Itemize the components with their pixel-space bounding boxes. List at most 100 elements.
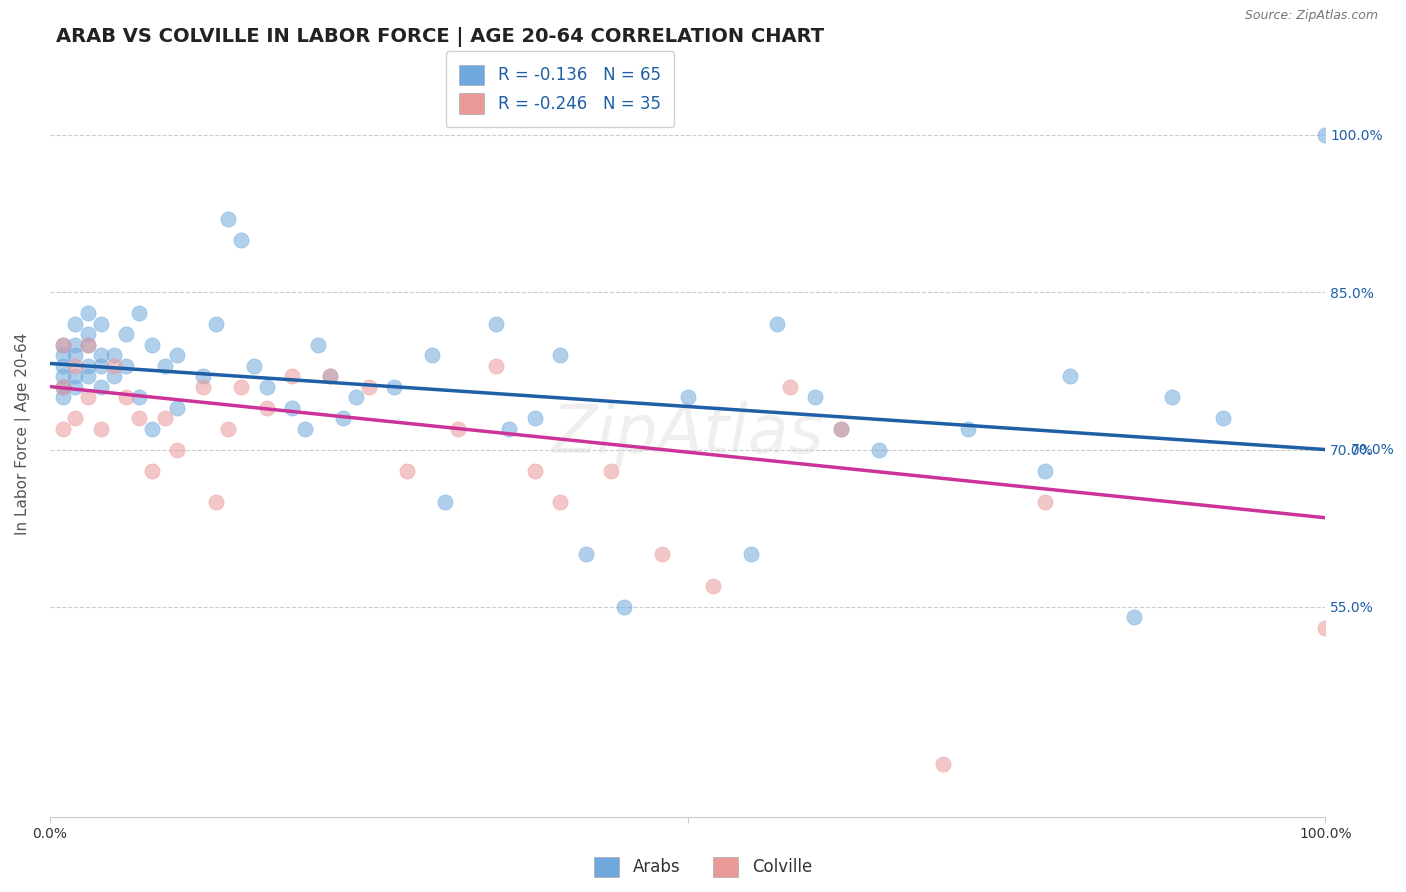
Point [1161, 390, 1184, 404]
Text: ARAB VS COLVILLE IN LABOR FORCE | AGE 20-64 CORRELATION CHART: ARAB VS COLVILLE IN LABOR FORCE | AGE 20… [56, 27, 824, 46]
Point [294, 421, 316, 435]
Point [77, 369, 100, 384]
Point [434, 495, 457, 509]
Point [51, 359, 73, 373]
Point [90, 421, 112, 435]
Point [307, 337, 329, 351]
Point [153, 411, 176, 425]
Point [229, 233, 252, 247]
Point [344, 390, 367, 404]
Point [51, 379, 73, 393]
Point [229, 379, 252, 393]
Point [243, 359, 266, 373]
Point [90, 317, 112, 331]
Point [141, 421, 163, 435]
Point [804, 390, 827, 404]
Point [600, 463, 623, 477]
Point [498, 421, 520, 435]
Point [1059, 369, 1081, 384]
Point [65, 317, 87, 331]
Point [51, 337, 73, 351]
Point [779, 379, 801, 393]
Text: ZipAtlas: ZipAtlas [551, 401, 824, 467]
Point [830, 421, 852, 435]
Point [574, 548, 596, 562]
Point [1315, 621, 1337, 635]
Point [204, 317, 226, 331]
Point [1212, 411, 1234, 425]
Point [485, 317, 508, 331]
Point [204, 495, 226, 509]
Point [77, 306, 100, 320]
Point [868, 442, 890, 457]
Point [51, 369, 73, 384]
Point [523, 411, 546, 425]
Point [548, 348, 571, 362]
Point [830, 421, 852, 435]
Point [128, 390, 150, 404]
Legend: Arabs, Colville: Arabs, Colville [588, 850, 818, 884]
Point [1033, 463, 1056, 477]
Point [77, 327, 100, 342]
Point [77, 337, 100, 351]
Point [613, 599, 636, 614]
Point [90, 348, 112, 362]
Point [128, 411, 150, 425]
Point [166, 401, 188, 415]
Point [65, 337, 87, 351]
Point [65, 411, 87, 425]
Text: Source: ZipAtlas.com: Source: ZipAtlas.com [1244, 9, 1378, 22]
Point [217, 211, 239, 226]
Point [1315, 128, 1337, 142]
Point [103, 359, 125, 373]
Point [256, 401, 278, 415]
Point [332, 411, 354, 425]
Point [141, 463, 163, 477]
Point [90, 359, 112, 373]
Point [103, 369, 125, 384]
Point [65, 359, 87, 373]
Point [319, 369, 342, 384]
Point [281, 369, 304, 384]
Point [217, 421, 239, 435]
Point [1033, 495, 1056, 509]
Legend: R = -0.136   N = 65, R = -0.246   N = 35: R = -0.136 N = 65, R = -0.246 N = 35 [446, 52, 673, 127]
Point [357, 379, 380, 393]
Y-axis label: In Labor Force | Age 20-64: In Labor Force | Age 20-64 [15, 333, 31, 535]
Point [166, 348, 188, 362]
Point [65, 348, 87, 362]
Point [676, 390, 699, 404]
Point [281, 401, 304, 415]
Point [191, 379, 214, 393]
Point [447, 421, 470, 435]
Point [153, 359, 176, 373]
Point [115, 390, 138, 404]
Point [51, 337, 73, 351]
Point [90, 379, 112, 393]
Point [740, 548, 762, 562]
Point [115, 359, 138, 373]
Point [51, 421, 73, 435]
Point [166, 442, 188, 457]
Point [77, 390, 100, 404]
Point [191, 369, 214, 384]
Point [651, 548, 673, 562]
Point [1123, 610, 1146, 624]
Point [141, 337, 163, 351]
Point [51, 379, 73, 393]
Point [51, 348, 73, 362]
Point [395, 463, 418, 477]
Point [382, 379, 405, 393]
Point [957, 421, 980, 435]
Point [103, 348, 125, 362]
Point [51, 390, 73, 404]
Point [115, 327, 138, 342]
Point [256, 379, 278, 393]
Point [422, 348, 444, 362]
Point [485, 359, 508, 373]
Point [319, 369, 342, 384]
Text: 70.0%: 70.0% [1351, 442, 1395, 457]
Point [766, 317, 789, 331]
Point [523, 463, 546, 477]
Point [77, 337, 100, 351]
